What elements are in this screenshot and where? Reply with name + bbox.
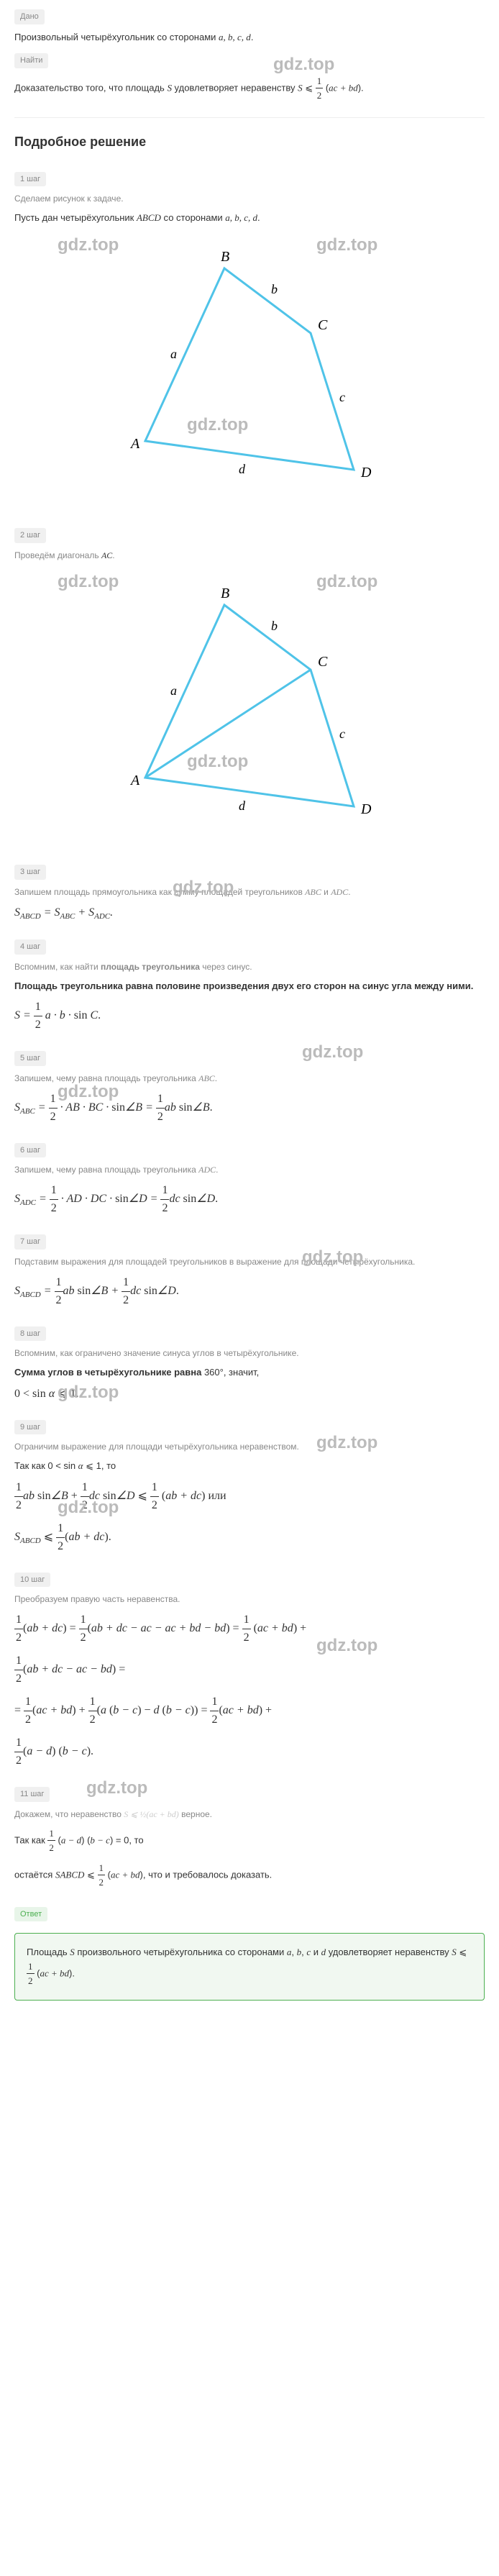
svg-text:A: A (129, 773, 140, 788)
step-9-formula2: SABCD ⩽ 12(ab + dc). (14, 1520, 485, 1555)
step-5-formula: SABC = 12 · AB · BC · sin∠B = 12ab sin∠B… (14, 1091, 485, 1126)
step-1-desc: Сделаем рисунок к задаче. (14, 192, 485, 205)
step-5-tag: 5 шаг (14, 1051, 46, 1066)
step-3-tag: 3 шаг (14, 865, 46, 880)
step-10-desc: Преобразуем правую часть неравенства. (14, 1593, 485, 1606)
answer-tag: Ответ (14, 1907, 47, 1922)
svg-text:b: b (271, 282, 278, 296)
step-6-formula: SADC = 12 · AD · DC · sin∠D = 12dc sin∠D… (14, 1182, 485, 1217)
svg-text:c: c (339, 727, 345, 741)
step-7-tag: 7 шаг (14, 1234, 46, 1250)
given-text: Произвольный четырёхугольник со сторонам… (14, 30, 485, 45)
svg-text:D: D (360, 465, 372, 481)
svg-text:a: a (170, 683, 177, 698)
step-4-desc: Вспомним, как найти площадь треугольника… (14, 960, 485, 973)
watermark: gdz.top (86, 1775, 147, 1801)
step-10-line3: = 12(ac + bd) + 12(a (b − c) − d (b − c)… (14, 1693, 485, 1729)
step-7-desc: Подставим выражения для площадей треугол… (14, 1255, 485, 1268)
solution-title: Подробное решение (14, 117, 485, 152)
svg-text:B: B (221, 586, 229, 601)
svg-text:B: B (221, 249, 229, 265)
step-11-tag: 11 шаг (14, 1787, 50, 1802)
step-10-tag: 10 шаг (14, 1573, 50, 1588)
quadrilateral-diagonal-svg: A B C D a b c d (88, 576, 411, 835)
step-10-line4: 12(a − d) (b − c). (14, 1734, 485, 1770)
svg-text:b: b (271, 619, 278, 633)
step-5-desc: Запишем, чему равна площадь треугольника… (14, 1072, 485, 1085)
svg-text:C: C (318, 317, 328, 333)
step-4-tag: 4 шаг (14, 939, 46, 955)
svg-text:c: c (339, 390, 345, 404)
figure-2: gdz.top gdz.top gdz.top A B C D a b c d (14, 576, 485, 839)
find-text: Доказательство того, что площадь S удовл… (14, 74, 485, 103)
svg-text:d: d (239, 798, 246, 813)
find-tag: Найти (14, 53, 48, 68)
step-2-tag: 2 шаг (14, 528, 46, 543)
step-3-desc: Запишем площадь прямоугольника как сумму… (14, 886, 485, 898)
step-8-formula: 0 < sin α ⩽ 1. (14, 1385, 485, 1403)
step-9-content1: Так как 0 < sin α ⩽ 1, то (14, 1459, 485, 1473)
step-1-content: Пусть дан четырёхугольник ABCD со сторон… (14, 211, 485, 225)
step-4-content: Площадь треугольника равна половине прои… (14, 979, 485, 993)
step-8-content: Сумма углов в четырёхугольнике равна 360… (14, 1365, 485, 1380)
step-10-line2: 12(ab + dc − ac − bd) = (14, 1652, 485, 1688)
answer-box: Площадь S произвольного четырёхугольника… (14, 1933, 485, 2001)
step-9-desc: Ограничим выражение для площади четырёху… (14, 1440, 485, 1453)
step-4-formula: S = 12 a · b · sin C. (14, 998, 485, 1034)
step-2-desc: Проведём диагональ AC. (14, 549, 485, 562)
step-8-tag: 8 шаг (14, 1326, 46, 1342)
quadrilateral-svg: A B C D a b c d (88, 240, 411, 499)
svg-text:a: a (170, 347, 177, 361)
watermark: gdz.top (302, 1039, 363, 1065)
step-8-desc: Вспомним, как ограничено значение синуса… (14, 1347, 485, 1360)
svg-text:d: d (239, 462, 246, 476)
svg-text:A: A (129, 436, 140, 452)
step-10-line1: 12(ab + dc) = 12(ab + dc − ac − ac + bd … (14, 1611, 485, 1647)
step-6-desc: Запишем, чему равна площадь треугольника… (14, 1163, 485, 1176)
step-6-tag: 6 шаг (14, 1143, 46, 1158)
svg-text:C: C (318, 654, 328, 670)
step-11-content1: Так как 12 (a − d) (b − c) = 0, то (14, 1826, 485, 1855)
step-11-content2: остаётся SABCD ⩽ 12 (ac + bd), что и тре… (14, 1861, 485, 1890)
step-7-formula: SABCD = 12ab sin∠B + 12dc sin∠D. (14, 1274, 485, 1309)
step-1-tag: 1 шаг (14, 172, 46, 187)
step-3-formula: SABCD = SABC + SADC. (14, 904, 485, 923)
figure-1: gdz.top gdz.top gdz.top A B C D a b c d (14, 240, 485, 503)
given-tag: Дано (14, 9, 45, 24)
step-11-desc: Докажем, что неравенство S ⩽ ½(ac + bd) … (14, 1808, 485, 1821)
svg-text:D: D (360, 801, 372, 817)
step-9-formula1: 12ab sin∠B + 12dc sin∠D ⩽ 12 (ab + dc) и… (14, 1479, 485, 1514)
step-9-tag: 9 шаг (14, 1420, 46, 1435)
